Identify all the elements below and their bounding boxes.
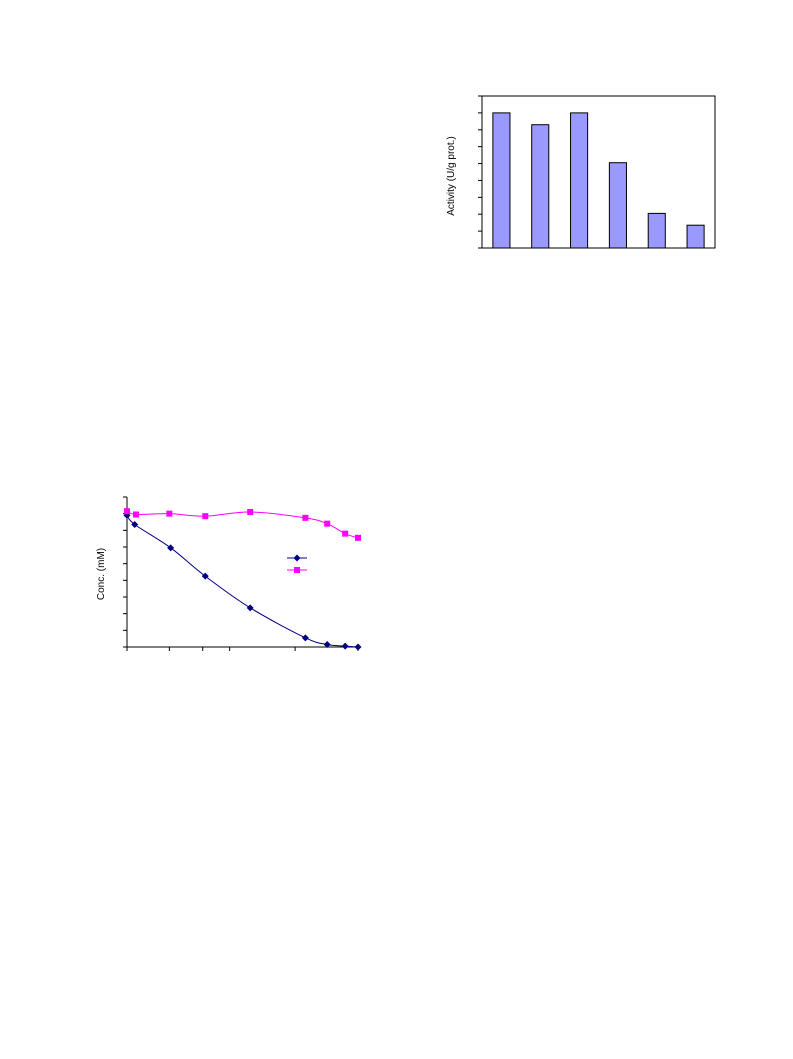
series-1 (123, 511, 362, 651)
series-2 (124, 508, 361, 541)
plot-area-border (481, 95, 716, 249)
x-axis-ticks (126, 647, 359, 651)
legend-marker (294, 567, 300, 573)
bar-4 (608, 162, 627, 249)
data-point (354, 643, 362, 651)
bar-6 (686, 224, 705, 249)
bars (492, 112, 705, 249)
data-point (202, 513, 209, 520)
data-point (301, 634, 309, 642)
data-point (246, 604, 254, 612)
series-line (126, 510, 359, 539)
y-axis-ticks (478, 95, 482, 249)
data-point (167, 544, 175, 552)
data-point (247, 509, 254, 515)
concentration-line-chart: Conc. (mM) (96, 496, 362, 651)
legend (287, 554, 307, 573)
y-axis-ticks (123, 496, 127, 648)
legend-marker (293, 554, 301, 562)
legend-entry-2 (287, 567, 307, 573)
data-point (341, 642, 349, 650)
legend-entry-1 (287, 554, 307, 562)
data-point (201, 572, 209, 580)
data-point (123, 511, 131, 519)
activity-bar-chart: Activity (U/g prot.) (446, 95, 716, 249)
series-line (126, 515, 359, 648)
data-point (124, 508, 130, 515)
data-point (324, 520, 331, 527)
bar-5 (647, 212, 666, 249)
bar-3 (570, 112, 589, 249)
bar-1 (492, 112, 511, 249)
bar-2 (531, 124, 550, 249)
data-point (131, 521, 139, 528)
data-point (302, 514, 309, 521)
data-point (132, 511, 139, 518)
data-point (166, 510, 173, 517)
series-group (123, 508, 362, 651)
data-point (355, 534, 361, 541)
y-axis-label: Activity (U/g prot.) (446, 136, 457, 215)
data-point (323, 641, 331, 648)
y-axis-label: Conc. (mM) (96, 548, 107, 600)
data-point (342, 530, 349, 537)
